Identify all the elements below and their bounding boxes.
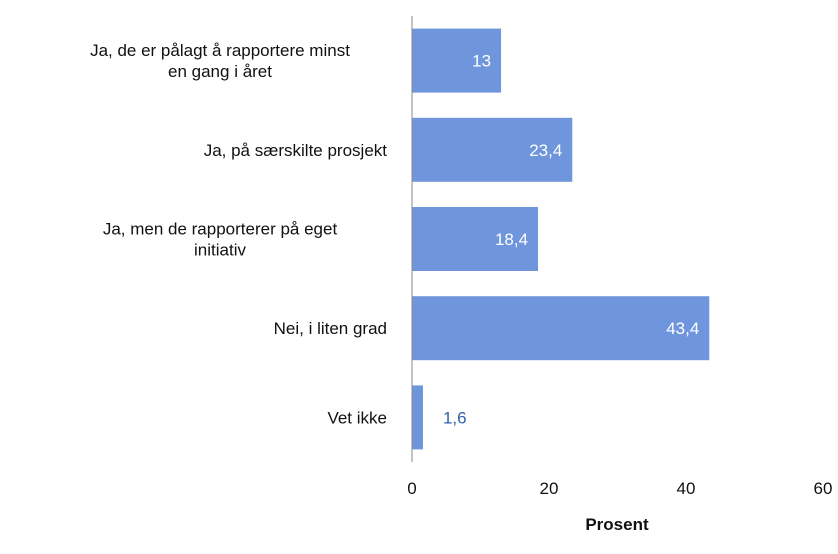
category-label: Ja, de er pålagt å rapportere minst	[90, 41, 350, 60]
bar	[412, 117, 573, 182]
x-tick-label: 60	[814, 479, 833, 498]
data-label: 23,4	[529, 141, 562, 160]
bar	[412, 385, 423, 450]
data-label: 1,6	[443, 408, 467, 427]
category-label: Ja, på særskilte prosjekt	[204, 141, 388, 160]
x-tick-label: 0	[407, 479, 416, 498]
x-tick-label: 20	[540, 479, 559, 498]
bar	[412, 207, 539, 271]
category-label: Vet ikke	[327, 408, 387, 427]
data-label: 43,4	[666, 319, 699, 338]
bar	[412, 296, 710, 361]
category-label: Nei, i liten grad	[274, 319, 387, 338]
x-tick-label: 40	[677, 479, 696, 498]
category-label: Ja, men de rapporterer på eget	[103, 220, 338, 239]
data-label: 18,4	[495, 230, 528, 249]
category-label: initiativ	[194, 241, 246, 260]
data-label: 13	[472, 52, 491, 71]
bar	[412, 28, 502, 93]
x-axis-title: Prosent	[585, 515, 649, 534]
category-label: en gang i året	[168, 62, 272, 81]
